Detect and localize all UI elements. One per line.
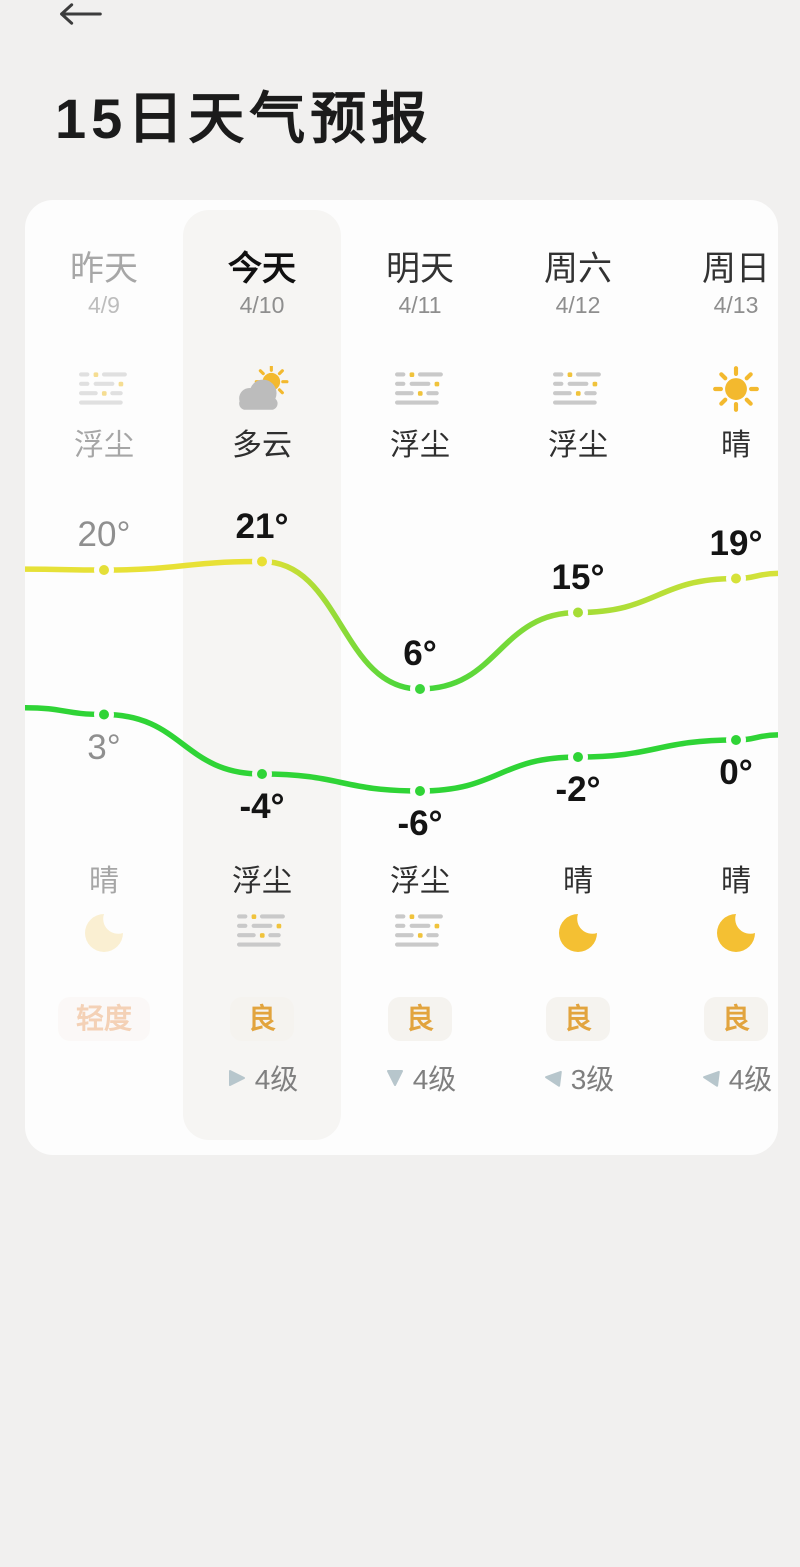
dust-icon — [395, 372, 443, 405]
wind-level: 4级 — [412, 1064, 457, 1095]
day-date: 4/10 — [239, 291, 285, 318]
aqi-badge: 轻度 — [57, 997, 150, 1041]
day-date: 4/13 — [713, 291, 759, 318]
wind-direction-icon — [702, 1070, 720, 1087]
day-date: 4/9 — [88, 291, 120, 318]
day-column[interactable]: 昨天 4/9 — [25, 200, 183, 1155]
dust-icon — [79, 372, 127, 405]
day-date: 4/12 — [555, 291, 601, 318]
night-weather-icon-slot — [80, 902, 128, 960]
page-title: 15日天气预报 — [55, 87, 433, 150]
chart-gap — [499, 466, 657, 854]
dust-icon — [237, 914, 285, 947]
partly-cloudy-icon — [239, 366, 289, 410]
day-name: 昨天 — [70, 249, 138, 288]
wind-indicator: 4级 — [226, 1058, 299, 1098]
chart-gap — [25, 466, 183, 854]
day-columns: 昨天 4/9 — [25, 200, 778, 1155]
night-condition: 晴 — [721, 865, 751, 898]
back-arrow-icon — [60, 3, 102, 25]
day-weather-icon-slot — [79, 360, 129, 418]
night-weather-icon-slot — [554, 902, 602, 960]
day-name: 周六 — [544, 249, 612, 288]
wind-level: 3级 — [570, 1064, 615, 1095]
day-name: 明天 — [386, 249, 454, 288]
forecast-card: 昨天 4/9 — [25, 200, 778, 1155]
wind-direction-icon — [386, 1070, 403, 1086]
day-condition: 晴 — [721, 429, 751, 462]
day-weather-icon-slot — [711, 360, 761, 418]
night-weather-icon-slot — [712, 902, 760, 960]
day-column[interactable]: 周六 4/12 — [499, 200, 657, 1155]
wind-indicator: 4级 — [384, 1058, 457, 1098]
wind-indicator: 4级 — [700, 1058, 773, 1098]
dust-icon — [553, 372, 601, 405]
day-condition: 多云 — [232, 429, 292, 462]
aqi-badge: 良 — [229, 997, 294, 1041]
back-button[interactable] — [57, 2, 103, 26]
moon-icon — [559, 914, 597, 952]
sun-icon — [713, 366, 759, 412]
night-condition: 浮尘 — [390, 865, 450, 898]
wind-direction-icon — [544, 1070, 562, 1087]
chart-gap — [341, 466, 499, 854]
day-weather-icon-slot — [235, 360, 289, 418]
day-column[interactable]: 今天 4/10 — [183, 200, 341, 1155]
wind-direction-icon — [228, 1070, 245, 1086]
aqi-badge: 良 — [545, 997, 610, 1041]
night-condition: 晴 — [89, 865, 119, 898]
chart-gap — [183, 466, 341, 854]
wind-indicator: 3级 — [542, 1058, 615, 1098]
day-condition: 浮尘 — [74, 429, 134, 462]
day-condition: 浮尘 — [548, 429, 608, 462]
day-column[interactable]: 周日 4/13 — [657, 200, 778, 1155]
day-name: 今天 — [228, 249, 296, 288]
aqi-badge: 良 — [387, 997, 452, 1041]
wind-level: 4级 — [254, 1064, 299, 1095]
moon-icon — [85, 914, 123, 952]
night-condition: 晴 — [563, 865, 593, 898]
wind-level: 4级 — [728, 1064, 773, 1095]
night-weather-icon-slot — [395, 902, 445, 960]
chart-gap — [657, 466, 778, 854]
dust-icon — [395, 914, 443, 947]
day-date: 4/11 — [398, 291, 442, 318]
day-column[interactable]: 明天 4/11 — [341, 200, 499, 1155]
day-weather-icon-slot — [395, 360, 445, 418]
moon-icon — [717, 914, 755, 952]
night-condition: 浮尘 — [232, 865, 292, 898]
day-condition: 浮尘 — [390, 429, 450, 462]
night-weather-icon-slot — [237, 902, 287, 960]
day-name: 周日 — [702, 249, 770, 288]
day-weather-icon-slot — [553, 360, 603, 418]
aqi-badge: 良 — [703, 997, 768, 1041]
